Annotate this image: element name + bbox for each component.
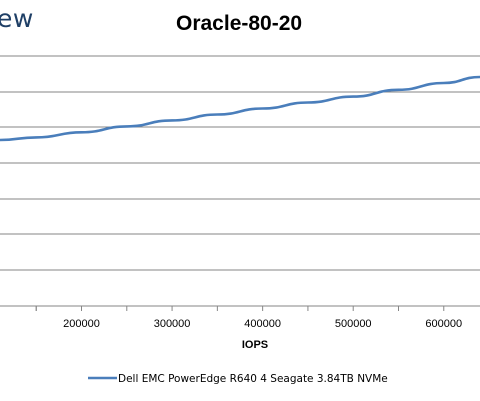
x-tick-label: 600000 xyxy=(425,318,462,330)
x-axis-label: IOPS xyxy=(242,339,268,351)
x-tick-marks xyxy=(35,306,445,311)
x-tick-label: 500000 xyxy=(335,318,372,330)
series-line xyxy=(0,75,480,142)
legend: Dell EMC PowerEdge R640 4 Seagate 3.84TB… xyxy=(88,373,388,385)
x-tick-label: 200000 xyxy=(63,318,100,330)
x-tick-label: 300000 xyxy=(154,318,191,330)
chart-title: Oracle-80-20 xyxy=(176,12,303,35)
legend-label: Dell EMC PowerEdge R640 4 Seagate 3.84TB… xyxy=(118,373,388,385)
gridlines xyxy=(0,55,480,271)
logo-fragment: ew xyxy=(0,4,34,33)
x-tick-labels: 200000 300000 400000 500000 600000 xyxy=(63,318,462,330)
x-tick-label: 400000 xyxy=(244,318,281,330)
